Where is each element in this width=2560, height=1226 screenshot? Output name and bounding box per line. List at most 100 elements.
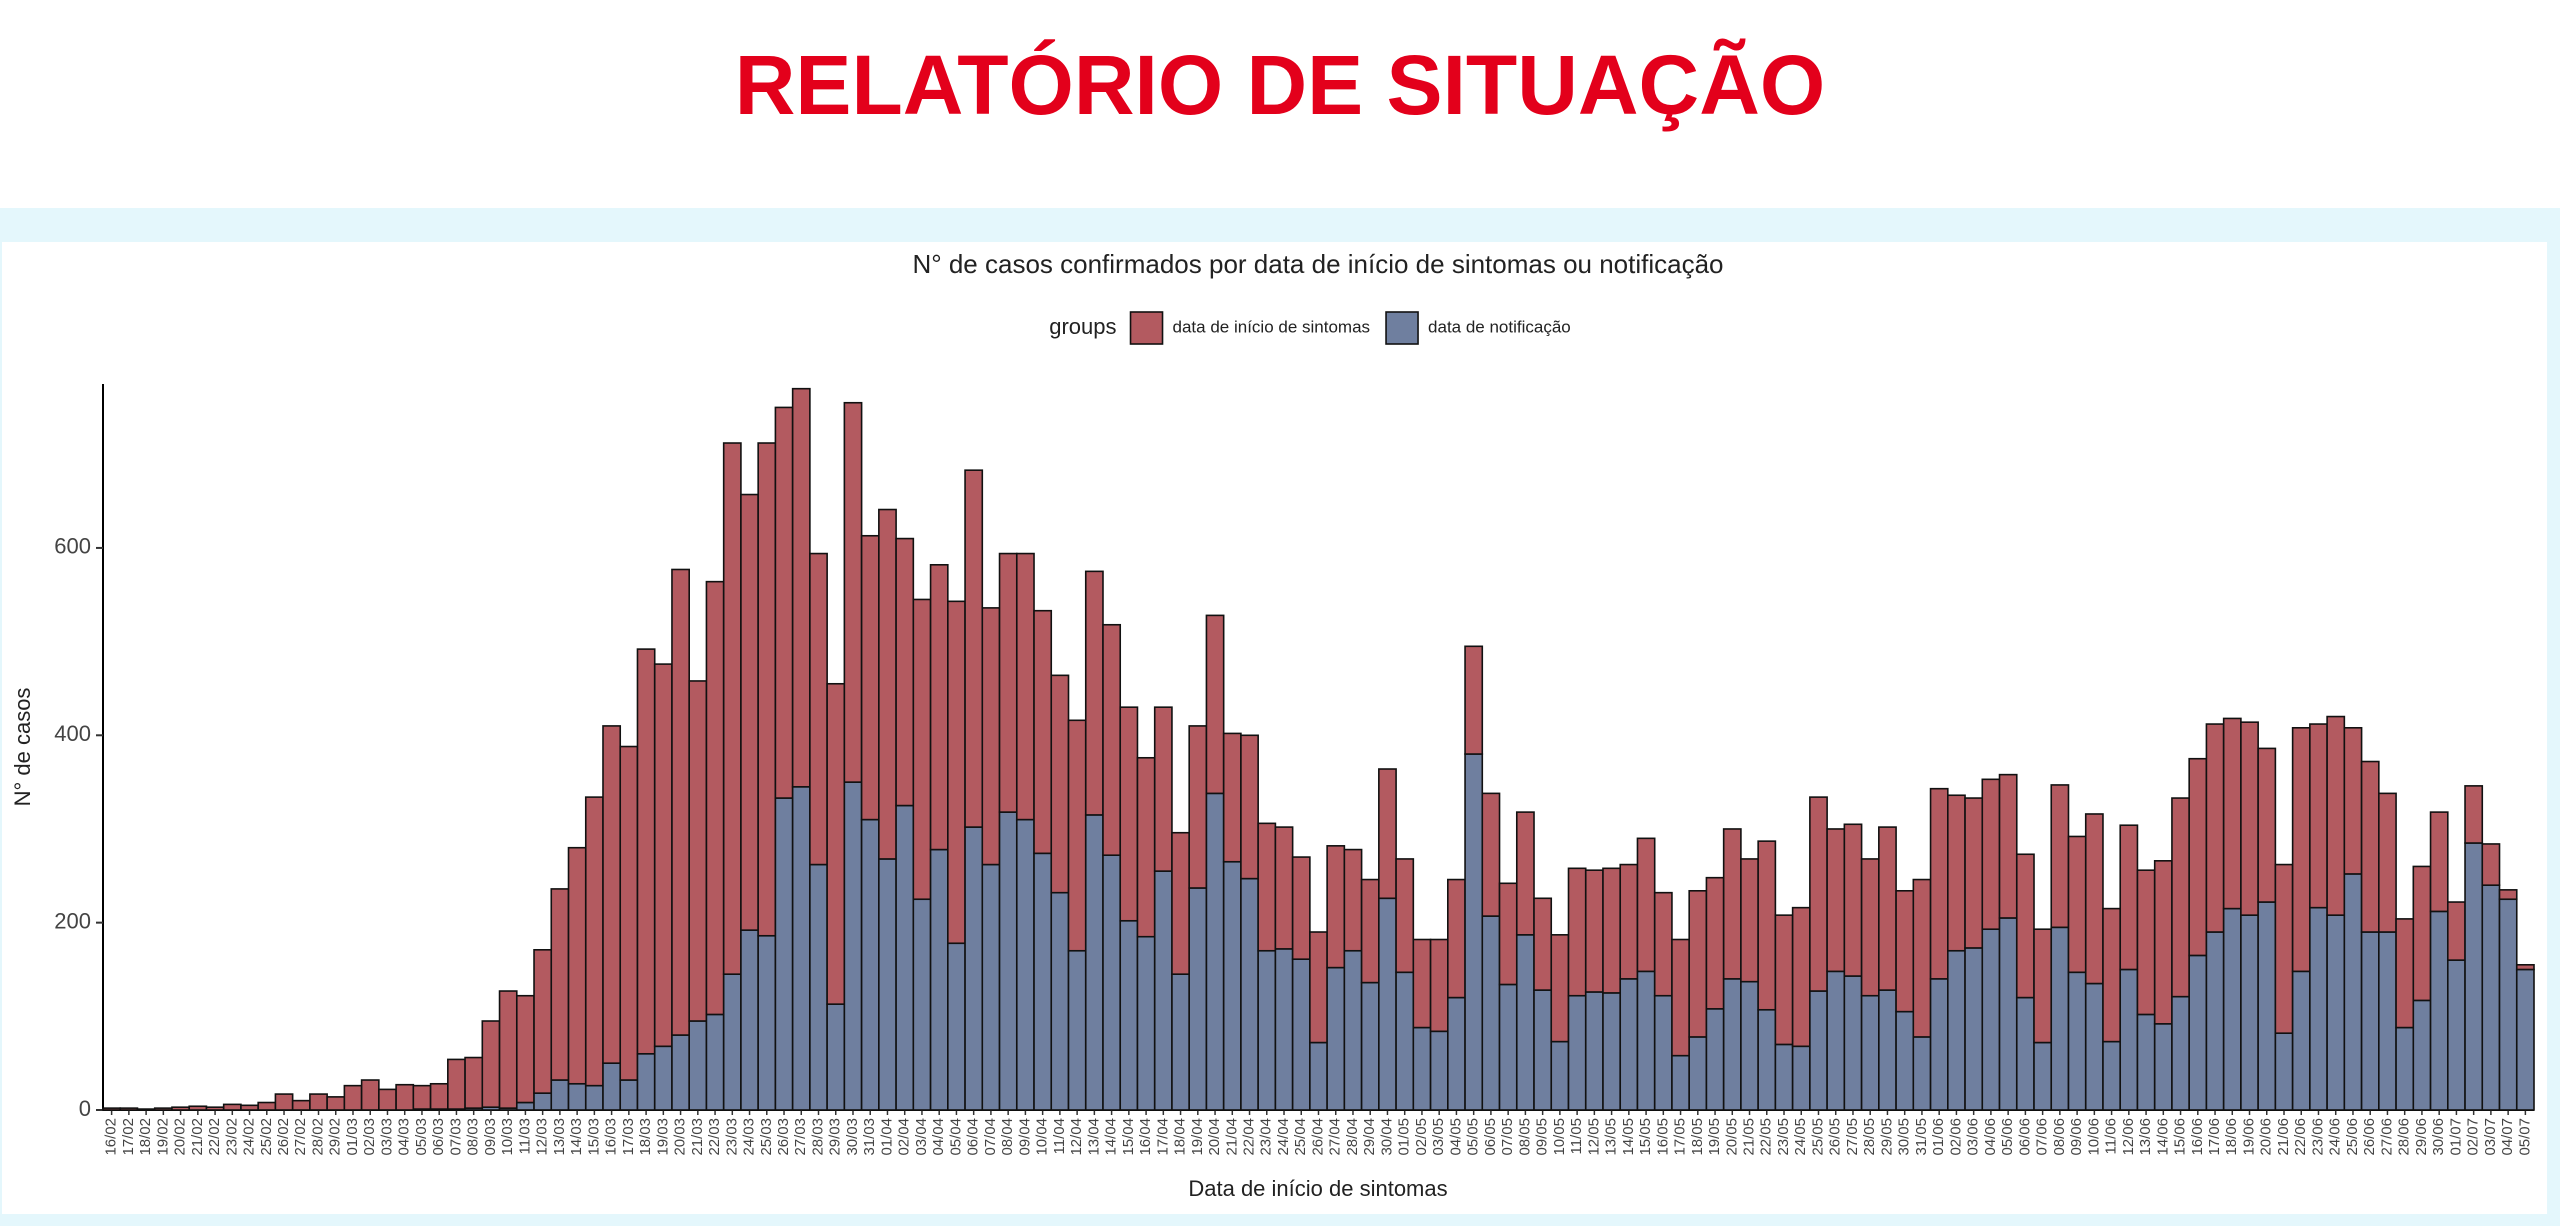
x-tick-label: 12/06 [2120, 1118, 2137, 1156]
bar-segment [722, 973, 742, 1111]
x-tick-label: 09/03 [482, 1118, 499, 1156]
bar-segment [1222, 860, 1242, 1111]
bar-segment [2446, 959, 2466, 1111]
bar-segment [515, 994, 535, 1104]
bar-segment [722, 442, 742, 975]
bar-segment [1602, 867, 1622, 994]
bar-segment [1964, 947, 1984, 1111]
x-tick-label: 02/06 [1947, 1118, 1964, 1156]
x-tick-label: 16/04 [1137, 1118, 1154, 1156]
x-tick-label: 04/03 [396, 1118, 413, 1156]
x-tick-label: 07/03 [447, 1118, 464, 1156]
bar-segment [1653, 891, 1673, 997]
bar-segment [1412, 1026, 1432, 1111]
x-tick-label: 04/07 [2499, 1118, 2516, 1156]
bar-segment [947, 942, 966, 1111]
x-tick-label: 28/06 [2396, 1118, 2413, 1156]
x-tick-label: 03/05 [1430, 1118, 1447, 1156]
bar-segment [1257, 822, 1277, 952]
bar-segment [1791, 1045, 1811, 1111]
bar-segment [2171, 797, 2190, 998]
x-tick-label: 17/06 [2206, 1118, 2223, 1156]
x-tick-label: 03/04 [913, 1118, 930, 1156]
x-tick-label: 15/05 [1637, 1118, 1654, 1156]
bar-segment [2291, 970, 2311, 1111]
bar-segment [2481, 843, 2501, 886]
bar-segment [757, 442, 777, 937]
bar-segment [1481, 792, 1501, 917]
x-tick-label: 24/03 [741, 1118, 758, 1156]
bar-segment [895, 537, 915, 807]
bar-segment [2395, 918, 2415, 1029]
x-tick-label: 08/05 [1516, 1118, 1533, 1156]
bar-segment [2309, 906, 2328, 1111]
bar-segment [964, 469, 984, 828]
bar-segment [2326, 715, 2346, 916]
bar-segment [1188, 887, 1208, 1111]
chart-title: N° de casos confirmados por data de iníc… [912, 249, 1723, 279]
bar-segment [1119, 919, 1139, 1111]
bar-segment [2515, 963, 2535, 971]
bar-segment [1205, 792, 1225, 1111]
x-tick-label: 20/04 [1206, 1118, 1223, 1156]
bar-segment [2412, 999, 2432, 1111]
x-tick-label: 10/06 [2085, 1118, 2102, 1156]
bar-segment [1188, 725, 1208, 889]
bar-segment [2429, 811, 2449, 913]
x-tick-label: 14/04 [1103, 1118, 1120, 1156]
bar-segment [1705, 1008, 1725, 1111]
bar-segment [1912, 1036, 1932, 1111]
x-tick-label: 29/06 [2413, 1118, 2430, 1156]
bar-segment [1688, 889, 1708, 1038]
x-tick-label: 23/04 [1258, 1118, 1275, 1156]
bar-segment [998, 811, 1018, 1111]
bar-segment [653, 663, 673, 1048]
bar-segment [2119, 968, 2139, 1111]
x-tick-label: 22/04 [1241, 1118, 1258, 1156]
bar-segment [412, 1084, 432, 1110]
x-tick-label: 19/02 [154, 1118, 171, 1156]
x-tick-label: 20/05 [1723, 1118, 1740, 1156]
x-tick-label: 21/06 [2275, 1118, 2292, 1156]
x-tick-label: 18/04 [1172, 1118, 1189, 1156]
bar-segment [1878, 826, 1897, 991]
bar-segment [2033, 1041, 2053, 1111]
x-tick-label: 19/04 [1189, 1118, 1206, 1156]
x-tick-label: 11/03 [516, 1118, 533, 1154]
bar-segment [1843, 823, 1863, 977]
bar-segment [2136, 869, 2156, 1016]
x-tick-label: 28/02 [309, 1118, 326, 1156]
bar-segment [584, 796, 604, 1087]
bar-segment [619, 745, 639, 1081]
x-tick-label: 12/03 [534, 1118, 551, 1156]
bar-segment [343, 1084, 363, 1111]
bar-segment [2153, 860, 2173, 1025]
bar-segment [2326, 914, 2346, 1111]
bar-segment [1309, 1041, 1328, 1111]
bar-segment [2429, 910, 2449, 1111]
bar-segment [1015, 552, 1035, 821]
x-tick-label: 05/07 [2516, 1118, 2533, 1156]
bar-segment [1102, 623, 1122, 856]
bar-segment [481, 1020, 501, 1108]
x-tick-label: 01/04 [878, 1118, 895, 1156]
bar-segment [705, 580, 725, 1016]
bar-segment [826, 682, 846, 1005]
bar-segment [1947, 949, 1966, 1111]
bar-segment [2084, 813, 2104, 985]
x-tick-label: 19/05 [1706, 1118, 1723, 1156]
legend: groups data de início de sintomas data de … [1049, 311, 1571, 345]
bar-segment [1343, 848, 1363, 952]
x-tick-label: 27/04 [1327, 1118, 1344, 1156]
bar-segment [1205, 614, 1225, 795]
bar-segment [1878, 989, 1897, 1111]
bar-segment [153, 1107, 173, 1111]
x-axis-label: Data de início de sintomas [1188, 1176, 1447, 1201]
x-tick-label: 29/02 [327, 1118, 344, 1156]
x-tick-label: 16/05 [1654, 1118, 1671, 1156]
bar-segment [791, 387, 811, 788]
x-tick-label: 10/05 [1551, 1118, 1568, 1156]
bar-segment [2360, 931, 2380, 1111]
bar-segment [843, 781, 863, 1111]
bar-segment [1653, 994, 1673, 1111]
